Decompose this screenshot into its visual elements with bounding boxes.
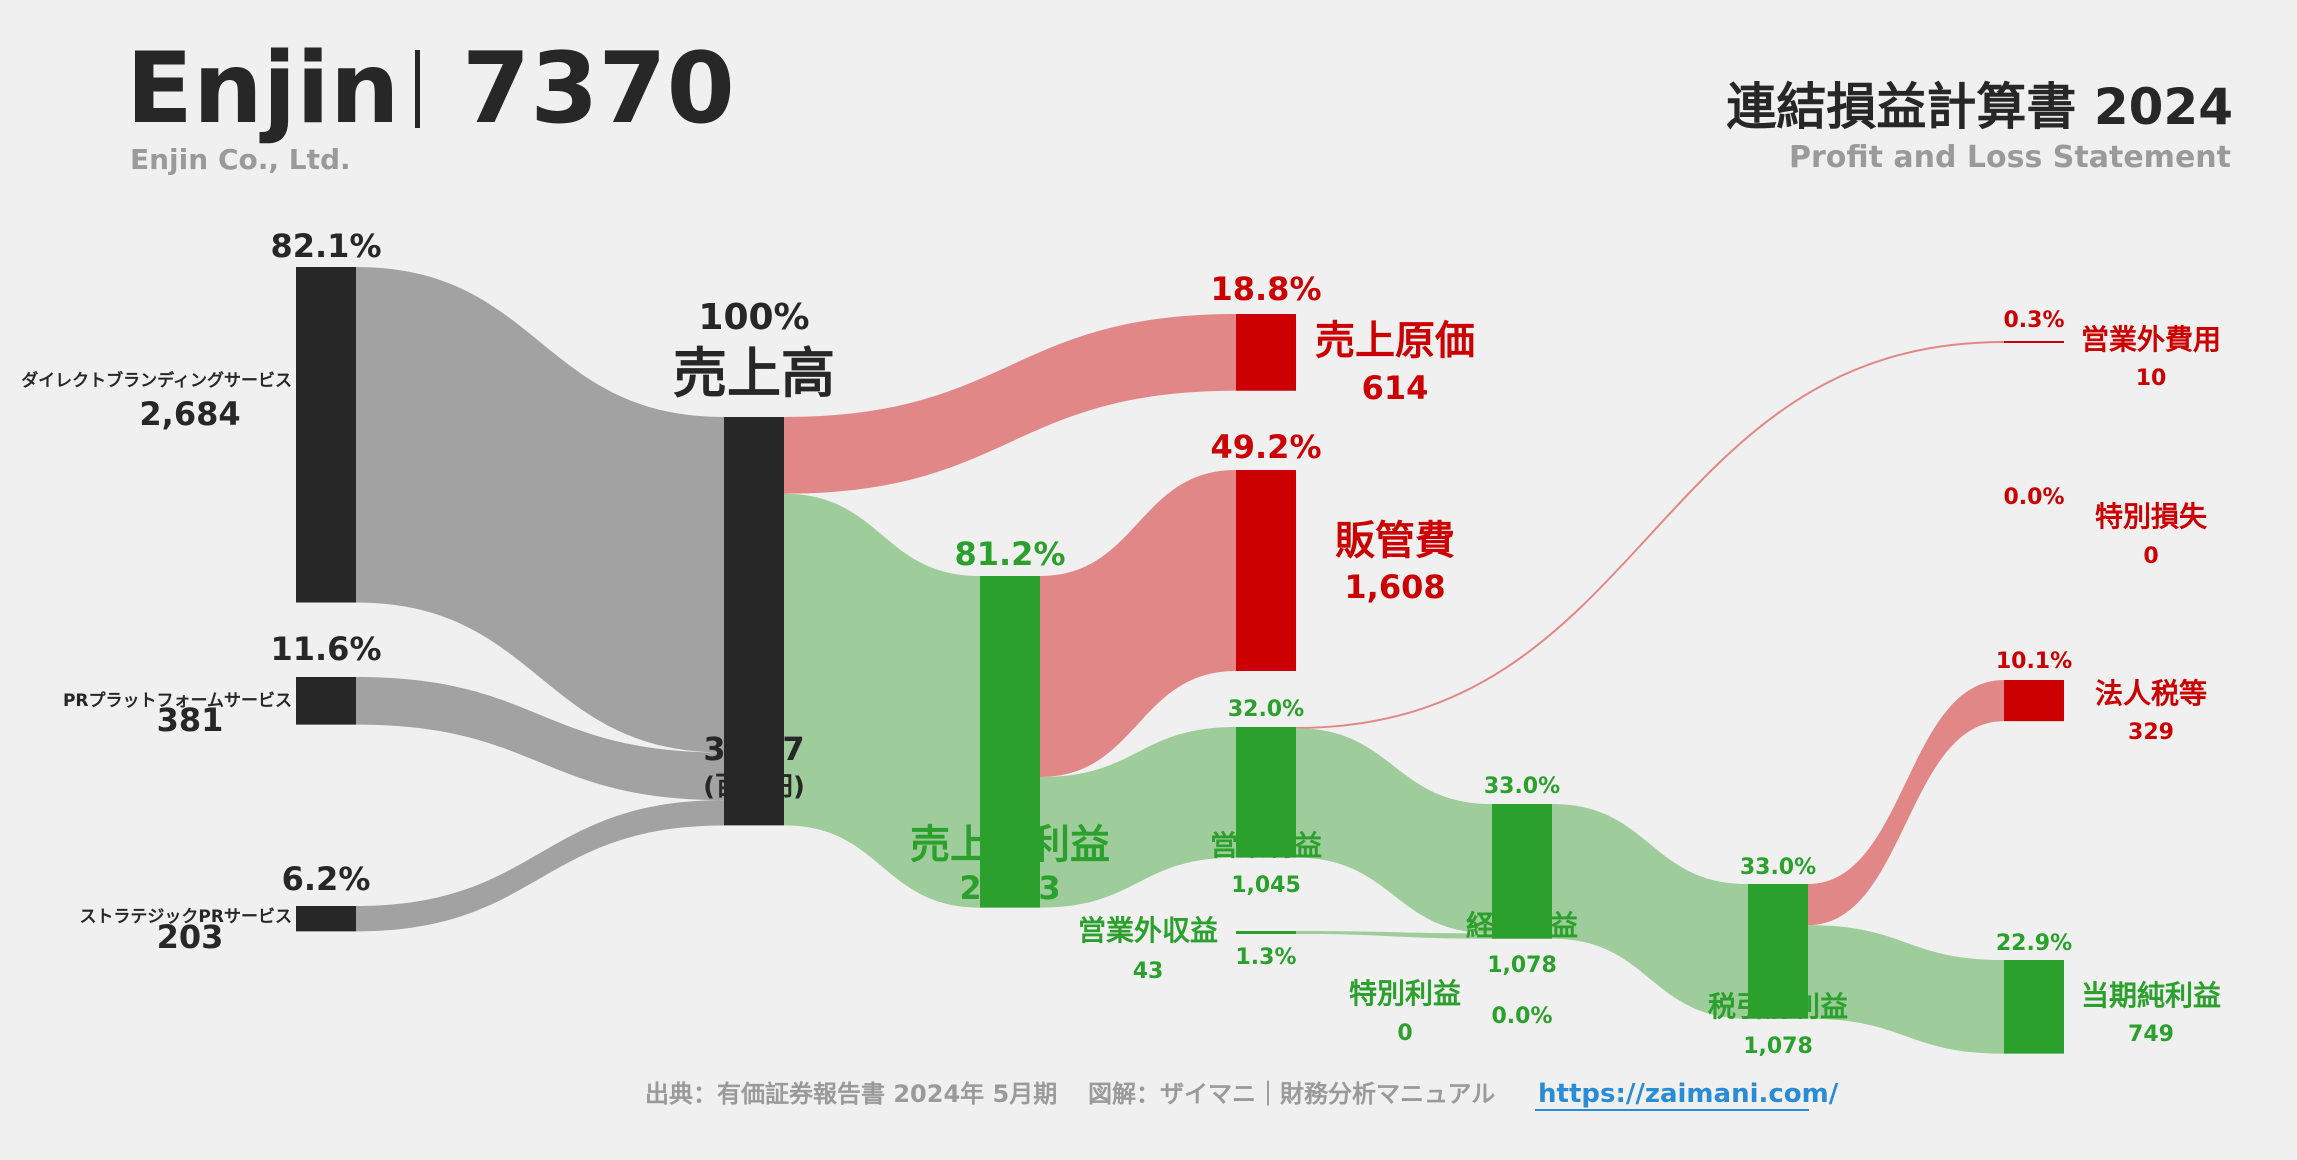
sga-name: 販管費 — [1335, 518, 1455, 564]
tax-value: 329 — [2128, 720, 2174, 745]
special-gain-pct: 0.0% — [1491, 1004, 1552, 1029]
tax-name: 法人税等 — [2095, 677, 2207, 710]
cogs-name: 売上原価 — [1315, 318, 1475, 364]
segment-1-name: ダイレクトブランディングサービス — [21, 370, 292, 391]
segment-2-pct: 11.6% — [270, 630, 381, 668]
sga-pct: 49.2% — [1210, 428, 1321, 466]
ordinary-profit-bar — [1492, 804, 1552, 939]
gross-pct: 81.2% — [954, 535, 1065, 573]
non-op-expense-name: 営業外費用 — [2081, 323, 2221, 356]
non-op-income-value: 43 — [1133, 959, 1164, 984]
tax-pct: 10.1% — [1996, 649, 2072, 674]
special-loss-value: 0 — [2143, 544, 2158, 569]
tax-bar — [2004, 680, 2064, 722]
non-op-expense-pct: 0.3% — [2003, 308, 2064, 333]
operating-profit-bar — [1236, 727, 1296, 858]
footer-link-underline — [1535, 1109, 1809, 1111]
segment-2-to-revenue-flow — [356, 677, 724, 801]
net-pct: 22.9% — [1996, 931, 2072, 956]
footer-link[interactable]: https://zaimani.com/ — [1538, 1079, 1839, 1109]
sga-value: 1,608 — [1344, 568, 1445, 606]
operating-name: 営業利益 — [1210, 829, 1322, 862]
ordinary-name: 経常利益 — [1466, 909, 1578, 942]
non-op-income-bar — [1236, 931, 1296, 934]
node-layer — [296, 267, 2064, 1054]
gross-name: 売上総利益 — [910, 822, 1110, 868]
segment-2-bar — [296, 677, 356, 725]
header-divider — [415, 50, 420, 128]
operating-to-non-op-expense-flow — [1295, 341, 2005, 729]
cogs-value: 614 — [1362, 369, 1429, 407]
ticker-code: 7370 — [462, 32, 735, 146]
gross-value: 2,653 — [959, 869, 1060, 907]
revenue-to-cogs-flow — [784, 314, 1236, 494]
non-op-expense-value: 10 — [2136, 366, 2167, 391]
segment-3-pct: 6.2% — [282, 860, 371, 898]
sga-bar — [1236, 470, 1296, 671]
footer-source: 出典：有価証券報告書 2024年 5月期 — [645, 1080, 1057, 1108]
statement-title: 連結損益計算書 2024 — [1726, 78, 2233, 136]
pretax-value: 1,078 — [1743, 1034, 1813, 1059]
segment-3-bar — [296, 906, 356, 932]
pretax-pct: 33.0% — [1740, 855, 1816, 880]
segment-1-to-revenue-flow — [356, 267, 724, 753]
revenue-to-gross-flow — [784, 493, 980, 908]
segment-3-value: 203 — [157, 918, 224, 956]
non-op-income-to-ordinary-flow — [1296, 931, 1492, 939]
company-name-en: Enjin Co., Ltd. — [130, 143, 351, 176]
segment-1-pct: 82.1% — [270, 227, 381, 265]
pretax-profit-bar — [1748, 884, 1808, 1019]
segment-2-value: 381 — [157, 701, 224, 739]
revenue-name: 売上高 — [673, 342, 835, 405]
gross-to-operating-flow — [1040, 727, 1236, 908]
revenue-value: 3,267 — [703, 730, 804, 768]
statement-subtitle: Profit and Loss Statement — [1789, 140, 2231, 175]
gross-profit-bar — [980, 576, 1040, 908]
segment-3-name: ストラテジックPRサービス — [79, 907, 292, 927]
pretax-name: 税引前利益 — [1708, 990, 1848, 1023]
ordinary-to-pretax-flow — [1552, 804, 1748, 1019]
operating-to-ordinary-flow — [1296, 728, 1492, 934]
special-loss-pct: 0.0% — [2003, 485, 2064, 510]
footer-credit: 図解：ザイマニ｜財務分析マニュアル — [1088, 1080, 1495, 1108]
net-income-bar — [2004, 960, 2064, 1054]
special-gain-value: 0 — [1397, 1021, 1412, 1046]
revenue-unit: (百万円) — [703, 772, 805, 802]
revenue-bar — [724, 417, 784, 826]
pretax-to-tax-flow — [1808, 680, 2004, 926]
pretax-to-net-flow — [1808, 925, 2004, 1054]
non-op-income-pct: 1.3% — [1235, 945, 1296, 970]
special-gain-name: 特別利益 — [1349, 977, 1461, 1010]
non-op-income-name: 営業外収益 — [1078, 914, 1218, 947]
flow-layer — [356, 267, 2005, 1054]
gross-to-sga-flow — [1040, 470, 1236, 777]
ordinary-pct: 33.0% — [1484, 774, 1560, 799]
operating-pct: 32.0% — [1228, 697, 1304, 722]
segment-1-value: 2,684 — [139, 395, 240, 433]
cogs-pct: 18.8% — [1210, 270, 1321, 308]
label-layer: 82.1% ダイレクトブランディングサービス 2,684 11.6% PRプラットフォー… — [21, 227, 2221, 1059]
ordinary-value: 1,078 — [1487, 953, 1557, 978]
segment-3-to-revenue-flow — [356, 800, 724, 932]
net-value: 749 — [2128, 1022, 2174, 1047]
net-name: 当期純利益 — [2081, 979, 2221, 1012]
segment-2-name: PRプラットフォームサービス — [63, 690, 292, 711]
segment-1-bar — [296, 267, 356, 603]
non-op-expense-bar — [2004, 341, 2064, 343]
revenue-pct: 100% — [698, 297, 809, 338]
company-name: Enjin — [126, 32, 400, 146]
operating-value: 1,045 — [1231, 873, 1301, 898]
special-loss-name: 特別損失 — [2095, 500, 2208, 533]
cogs-bar — [1236, 314, 1296, 391]
